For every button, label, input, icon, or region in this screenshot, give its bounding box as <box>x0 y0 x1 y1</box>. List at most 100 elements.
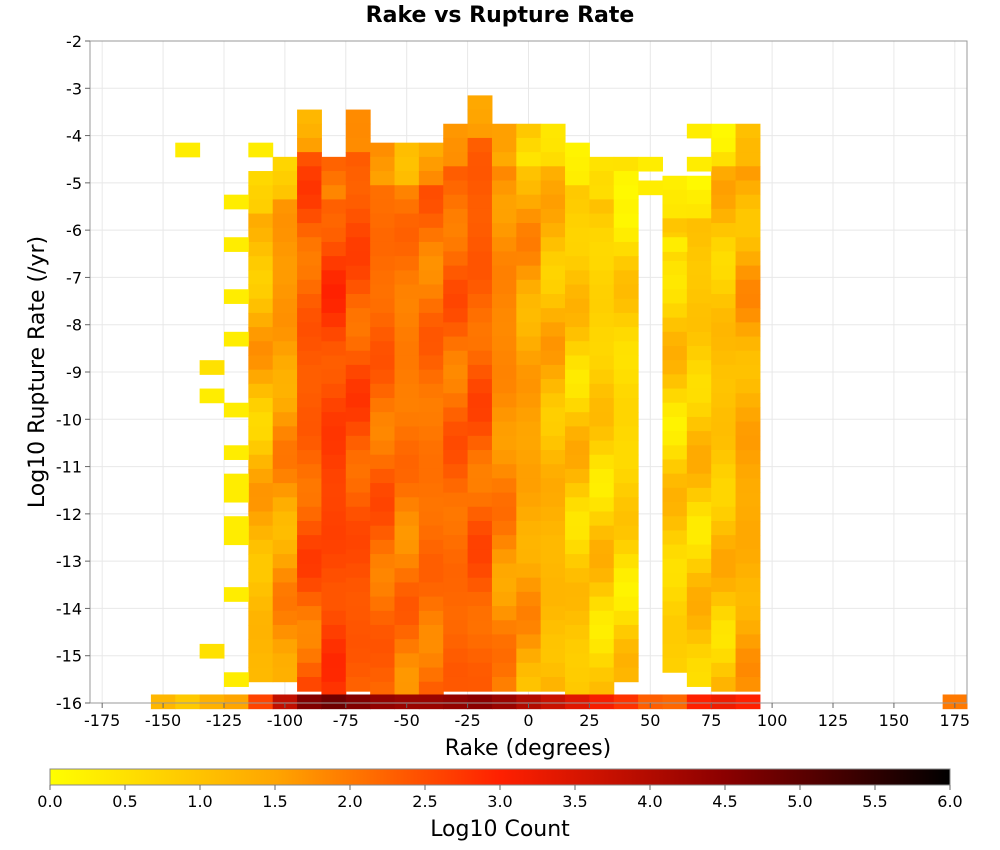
heatmap-cell <box>467 251 493 267</box>
heatmap-cell <box>418 355 444 371</box>
heatmap-cell <box>321 185 347 200</box>
heatmap-cell <box>613 398 639 413</box>
heatmap-cell <box>540 506 566 522</box>
heatmap-cell <box>686 275 712 290</box>
heatmap-cell <box>613 171 639 186</box>
heatmap-cell <box>370 440 396 456</box>
x-tick-label: 175 <box>940 711 971 730</box>
heatmap-cell <box>443 350 469 366</box>
heatmap-cell <box>370 341 396 356</box>
heatmap-cell <box>491 450 517 465</box>
heatmap-cell <box>662 544 688 560</box>
heatmap-cell <box>272 426 298 442</box>
heatmap-cell <box>467 137 493 153</box>
heatmap-cell <box>686 601 712 617</box>
heatmap-cell <box>370 525 396 541</box>
heatmap-cell <box>662 218 688 234</box>
heatmap-cell <box>711 350 737 366</box>
heatmap-cell <box>613 156 639 172</box>
colorbar-tick-label: 2.0 <box>337 792 362 811</box>
heatmap-cell <box>199 388 225 404</box>
heatmap-cell <box>418 398 444 413</box>
heatmap-cell <box>662 694 688 710</box>
heatmap-cell <box>443 535 469 550</box>
heatmap-cell <box>370 653 396 669</box>
heatmap-cell <box>272 454 298 470</box>
heatmap-cell <box>467 478 493 494</box>
heatmap-cell <box>662 317 688 333</box>
heatmap-cell <box>686 530 712 546</box>
heatmap-cell <box>613 412 639 427</box>
heatmap-cell <box>662 416 688 432</box>
y-tick-label: -4 <box>66 127 82 146</box>
heatmap-cell <box>394 213 420 229</box>
heatmap-cell <box>248 624 274 640</box>
heatmap-cell <box>589 582 615 598</box>
heatmap-cell <box>565 511 590 527</box>
heatmap-cell <box>565 596 590 612</box>
heatmap-cell <box>248 312 274 328</box>
heatmap-cell <box>662 558 688 574</box>
heatmap-cell <box>613 185 639 200</box>
heatmap-cell <box>735 336 761 352</box>
heatmap-cell <box>540 180 566 196</box>
heatmap-cell <box>516 694 542 710</box>
heatmap-cell <box>540 464 566 479</box>
heatmap-cell <box>686 516 712 531</box>
heatmap-cell <box>418 681 444 697</box>
heatmap-cell <box>272 412 298 427</box>
heatmap-cell <box>711 535 737 550</box>
heatmap-cell <box>686 246 712 262</box>
heatmap-cell <box>345 478 371 494</box>
heatmap-cell <box>686 189 712 205</box>
heatmap-cell <box>711 364 737 380</box>
heatmap-cell <box>418 483 444 498</box>
heatmap-cell <box>467 620 493 635</box>
heatmap-cell <box>711 676 737 692</box>
heatmap-cell <box>248 284 274 300</box>
heatmap-cell <box>565 483 590 498</box>
heatmap-cell <box>175 142 201 158</box>
x-tick-label: 25 <box>579 711 599 730</box>
heatmap-cell <box>467 322 493 338</box>
heatmap-cell <box>370 156 396 172</box>
heatmap-cell <box>297 379 322 394</box>
heatmap-cell <box>370 582 396 598</box>
heatmap-cell <box>589 185 615 200</box>
heatmap-cell <box>589 355 615 371</box>
heatmap-cell <box>516 676 542 692</box>
heatmap-cell <box>443 662 469 678</box>
heatmap-cell <box>272 554 298 569</box>
heatmap-cell <box>491 478 517 494</box>
heatmap-cell <box>394 539 420 555</box>
heatmap-cell <box>370 298 396 314</box>
heatmap-cell <box>394 355 420 371</box>
heatmap-cell <box>248 483 274 498</box>
heatmap-cell <box>735 322 761 338</box>
heatmap-cell <box>686 658 712 673</box>
heatmap-cell <box>613 426 639 442</box>
heatmap-cell <box>491 563 517 579</box>
heatmap-cell <box>321 511 347 527</box>
x-tick-label: 75 <box>701 711 721 730</box>
heatmap-cell <box>565 156 590 172</box>
heatmap-cell <box>491 180 517 196</box>
heatmap-cell <box>491 308 517 323</box>
heatmap-cell <box>394 624 420 640</box>
heatmap-cell <box>589 398 615 413</box>
heatmap-cell <box>686 544 712 560</box>
heatmap-cell <box>491 251 517 267</box>
heatmap-cell <box>321 440 347 456</box>
heatmap-cell <box>467 464 493 479</box>
heatmap-cell <box>735 237 761 252</box>
heatmap-cell <box>711 308 737 323</box>
heatmap-cell <box>345 676 371 692</box>
heatmap-cell <box>735 549 761 565</box>
y-tick-label: -2 <box>66 32 82 51</box>
heatmap-cell <box>418 468 444 484</box>
heatmap-cell <box>394 185 420 200</box>
heatmap-cell <box>248 468 274 484</box>
heatmap-cell <box>418 284 444 300</box>
heatmap-cell <box>540 308 566 323</box>
heatmap-cell <box>297 137 322 153</box>
